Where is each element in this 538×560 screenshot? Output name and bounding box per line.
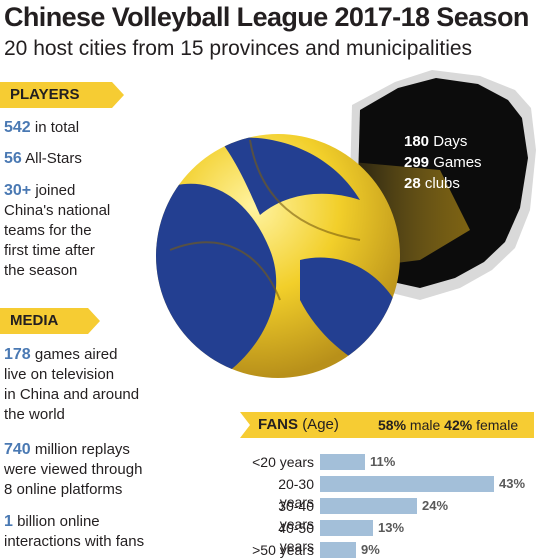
days-label: Days xyxy=(433,133,468,150)
players-heading: PLAYERS xyxy=(0,82,124,108)
fans-age-value-label: 43% xyxy=(499,476,526,491)
media-interactions-number: 1 xyxy=(4,513,13,530)
fans-age-category: 20-30 years xyxy=(278,476,314,510)
media-replays-line: 8 online platforms xyxy=(4,481,123,498)
fans-age-category: 40-50 years xyxy=(278,520,314,554)
players-national-line: the season xyxy=(4,262,78,279)
games-label: Games xyxy=(433,154,482,171)
clubs-label: clubs xyxy=(424,175,460,192)
media-games-line: live on television xyxy=(4,366,115,383)
fans-age-bar xyxy=(320,542,356,558)
players-total-text: in total xyxy=(34,119,80,136)
fans-heading-bar xyxy=(240,412,534,438)
ball-seam xyxy=(169,139,361,301)
players-total: 542 in total xyxy=(4,118,79,138)
fans-age-bar xyxy=(320,476,494,492)
media-games-line: games aired xyxy=(34,346,118,363)
fans-heading-text: FANS xyxy=(258,416,299,433)
ball-panel-blue-2 xyxy=(220,137,360,215)
fans-age-label: (Age) xyxy=(302,416,339,433)
media-interactions-line: billion online xyxy=(17,513,100,530)
fans-female-pct: 42% xyxy=(444,417,473,433)
media-games-number: 178 xyxy=(4,346,31,363)
players-national-line: teams for the xyxy=(4,222,92,239)
players-national-number: 30+ xyxy=(4,182,32,199)
fans-age-category: >50 years xyxy=(252,542,314,558)
fans-female-label: female xyxy=(476,417,519,433)
players-national-line: China's national xyxy=(4,202,111,219)
fans-age-category: <20 years xyxy=(252,454,314,470)
fans-age-value-label: 24% xyxy=(422,498,449,513)
fans-gender-ratio: 58% male 42% female xyxy=(378,416,518,434)
media-replays: 740 million replays were viewed through … xyxy=(4,440,142,500)
season-stats: 180 Days 299 Games 28 clubs xyxy=(404,131,482,194)
players-allstars-number: 56 xyxy=(4,150,22,167)
media-games-line: in China and around xyxy=(4,386,140,403)
players-national-line: joined xyxy=(35,182,76,199)
fans-age-bar xyxy=(320,454,365,470)
fans-age-bar xyxy=(320,498,417,514)
players-national: 30+ joined China's national teams for th… xyxy=(4,181,110,281)
page-subtitle: 20 host cities from 15 provinces and mun… xyxy=(4,37,473,60)
players-allstars-text: All-Stars xyxy=(25,150,82,167)
fans-age-value-label: 13% xyxy=(378,520,405,535)
media-games: 178 games aired live on television in Ch… xyxy=(4,345,139,425)
days-number: 180 xyxy=(404,133,430,150)
fans-age-value-label: 9% xyxy=(361,542,380,557)
fans-male-pct: 58% xyxy=(378,417,407,433)
players-total-number: 542 xyxy=(4,119,31,136)
fans-age-category: 30-40 years xyxy=(278,498,314,532)
players-allstars: 56 All-Stars xyxy=(4,149,82,169)
fans-age-value-label: 11% xyxy=(370,454,396,469)
fans-heading: FANS (Age) xyxy=(258,416,339,434)
clubs-number: 28 xyxy=(404,175,421,192)
media-interactions: 1 billion online interactions with fans xyxy=(4,512,144,552)
media-replays-number: 740 xyxy=(4,441,31,458)
games-number: 299 xyxy=(404,154,430,171)
players-national-line: first time after xyxy=(4,242,95,259)
media-games-line: the world xyxy=(4,406,65,423)
fans-male-label: male xyxy=(409,417,441,433)
page-title: Chinese Volleyball League 2017-18 Season xyxy=(4,2,529,32)
media-heading: MEDIA xyxy=(0,308,100,334)
media-replays-line: million replays xyxy=(34,441,130,458)
fans-age-bar xyxy=(320,520,373,536)
media-interactions-line: interactions with fans xyxy=(4,533,145,550)
media-replays-line: were viewed through xyxy=(4,461,143,478)
